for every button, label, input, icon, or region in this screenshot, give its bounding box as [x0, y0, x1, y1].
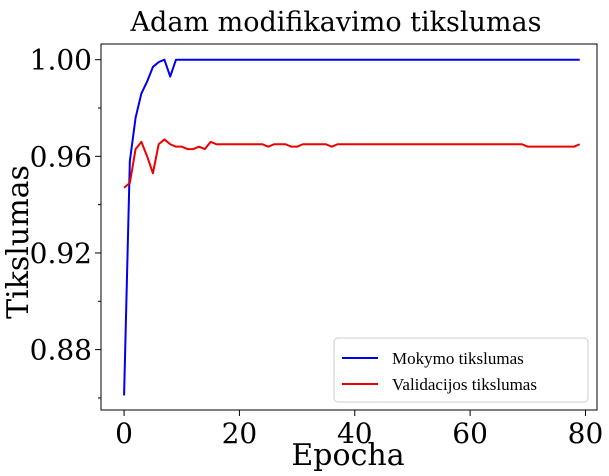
- legend-label-2: Validacijos tikslumas: [392, 375, 537, 394]
- y-tick-label: 0.92: [30, 237, 92, 270]
- y-tick-label: 0.96: [30, 140, 92, 173]
- legend: Mokymo tikslumas Validacijos tikslumas: [333, 337, 589, 403]
- legend-label-1: Mokymo tikslumas: [392, 349, 524, 368]
- x-tick-label: 0: [115, 417, 133, 450]
- x-axis-label: Epocha: [291, 438, 404, 473]
- y-tick-label: 0.88: [30, 334, 92, 367]
- legend-box: [333, 337, 589, 403]
- y-tick-label: 1.00: [30, 44, 92, 77]
- series-lines: [123, 58, 581, 396]
- axis-ticks: 0 20 40 60 80 0.88 0.92 0.96 1.00: [30, 44, 604, 450]
- series-line-2: [123, 138, 581, 189]
- x-tick-label: 80: [568, 417, 604, 450]
- series-line-1: [123, 58, 580, 396]
- x-tick-label: 40: [337, 417, 373, 450]
- chart-title: Adam modifikavimo tikslumas: [130, 7, 542, 38]
- x-tick-label: 20: [222, 417, 258, 450]
- x-tick-label: 60: [452, 417, 488, 450]
- y-axis-label: Tikslumas: [1, 165, 36, 319]
- plot-area: [100, 43, 598, 411]
